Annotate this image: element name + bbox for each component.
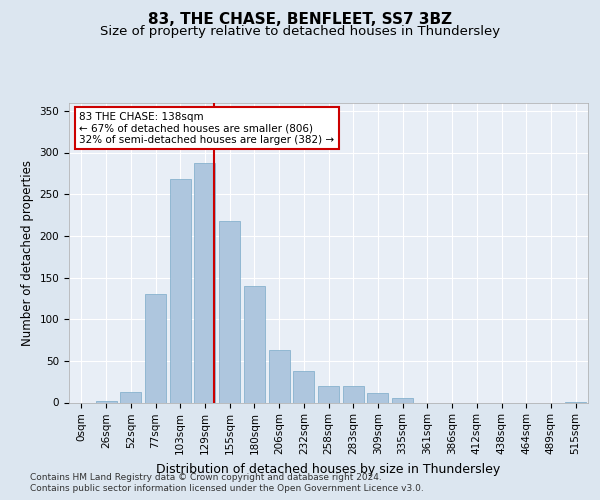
Bar (367, 394, 388, 402)
Text: 83 THE CHASE: 138sqm
← 67% of detached houses are smaller (806)
32% of semi-deta: 83 THE CHASE: 138sqm ← 67% of detached h… (79, 112, 335, 144)
Bar (120, 392, 141, 402)
Text: Size of property relative to detached houses in Thundersley: Size of property relative to detached ho… (100, 25, 500, 38)
Bar (318, 386, 339, 402)
Bar (194, 164, 215, 402)
Bar (392, 398, 413, 402)
X-axis label: Distribution of detached houses by size in Thundersley: Distribution of detached houses by size … (157, 462, 500, 475)
Bar (219, 221, 240, 402)
Bar (170, 179, 191, 402)
Bar (343, 386, 364, 402)
Y-axis label: Number of detached properties: Number of detached properties (21, 160, 34, 346)
Bar (244, 286, 265, 403)
Bar (269, 350, 290, 403)
Text: Contains HM Land Registry data © Crown copyright and database right 2024.: Contains HM Land Registry data © Crown c… (30, 472, 382, 482)
Text: 83, THE CHASE, BENFLEET, SS7 3BZ: 83, THE CHASE, BENFLEET, SS7 3BZ (148, 12, 452, 28)
Bar (145, 294, 166, 403)
Text: Contains public sector information licensed under the Open Government Licence v3: Contains public sector information licen… (30, 484, 424, 493)
Bar (293, 371, 314, 402)
Bar (95, 401, 116, 402)
